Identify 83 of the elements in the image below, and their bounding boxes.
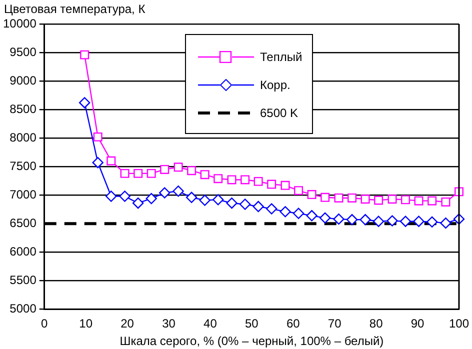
x-tick-label: 80	[369, 316, 384, 331]
point	[80, 50, 90, 60]
point	[346, 214, 358, 226]
point	[212, 194, 224, 206]
point	[226, 198, 238, 209]
point	[386, 215, 398, 226]
point	[280, 180, 290, 190]
point	[441, 197, 450, 206]
point	[306, 210, 318, 222]
point	[360, 214, 371, 226]
y-axis-title: Цветовая температура, К	[4, 2, 146, 16]
x-tick-label: 60	[286, 316, 300, 331]
point	[106, 156, 116, 166]
point	[307, 190, 316, 200]
point	[199, 194, 210, 206]
point	[159, 187, 170, 198]
point	[400, 216, 412, 227]
point	[146, 168, 156, 178]
y-tick-label: 5500	[10, 272, 37, 287]
point	[414, 196, 424, 206]
y-tick-label: 5000	[10, 302, 37, 316]
x-tick-label: 0	[41, 316, 48, 331]
point	[401, 195, 410, 204]
y-tick-label: 7500	[10, 158, 37, 173]
point	[413, 216, 424, 227]
y-tick-label: 9000	[10, 73, 37, 88]
x-tick-label: 50	[245, 316, 259, 331]
point	[186, 192, 198, 203]
y-tick-label: 6000	[10, 244, 37, 258]
point	[320, 192, 330, 202]
point	[280, 206, 291, 218]
point	[360, 194, 370, 204]
point	[267, 180, 276, 189]
x-tick-label: 40	[204, 316, 218, 331]
point	[227, 175, 236, 184]
point	[388, 194, 397, 204]
x-tick-label: 100	[448, 316, 470, 331]
point	[78, 97, 90, 108]
point	[372, 216, 384, 227]
point	[319, 212, 331, 224]
point	[374, 196, 384, 205]
point	[240, 175, 250, 184]
point	[200, 170, 210, 180]
legend-label: Корр.	[260, 78, 290, 92]
y-tick-label: 6500	[10, 216, 37, 230]
point	[440, 217, 452, 229]
point	[132, 198, 144, 209]
y-tick-label: 9500	[10, 44, 37, 59]
point	[106, 190, 117, 202]
point	[92, 157, 104, 168]
point	[294, 186, 304, 196]
point	[428, 196, 437, 206]
y-tick-label: 10000	[2, 16, 37, 30]
point	[214, 174, 223, 184]
x-tick-label: 30	[162, 316, 176, 331]
x-axis-title: Шкала серого, % (0% – черный, 100% – белый)	[120, 334, 384, 348]
point	[254, 176, 263, 186]
point	[120, 168, 130, 178]
point	[172, 186, 184, 197]
point	[266, 203, 278, 214]
point	[134, 168, 143, 178]
point	[426, 216, 438, 228]
legend-label: 6500 K	[260, 106, 298, 120]
point	[160, 164, 170, 174]
point	[333, 213, 344, 225]
point	[252, 200, 264, 212]
y-tick-label: 8500	[10, 102, 37, 116]
point	[119, 190, 130, 202]
x-tick-label: 10	[79, 316, 93, 331]
point	[187, 166, 196, 176]
x-tick-label: 20	[120, 316, 134, 331]
legend-label: Теплый	[260, 50, 302, 64]
point	[292, 208, 304, 219]
point	[348, 193, 357, 202]
y-tick-label: 7000	[10, 187, 37, 202]
x-tick-label: 70	[328, 316, 342, 331]
point	[146, 192, 157, 204]
point	[174, 162, 183, 172]
point	[239, 198, 251, 210]
point	[334, 193, 344, 202]
x-tick-label: 90	[410, 316, 425, 331]
point	[93, 132, 102, 142]
y-tick-label: 8000	[10, 130, 37, 144]
